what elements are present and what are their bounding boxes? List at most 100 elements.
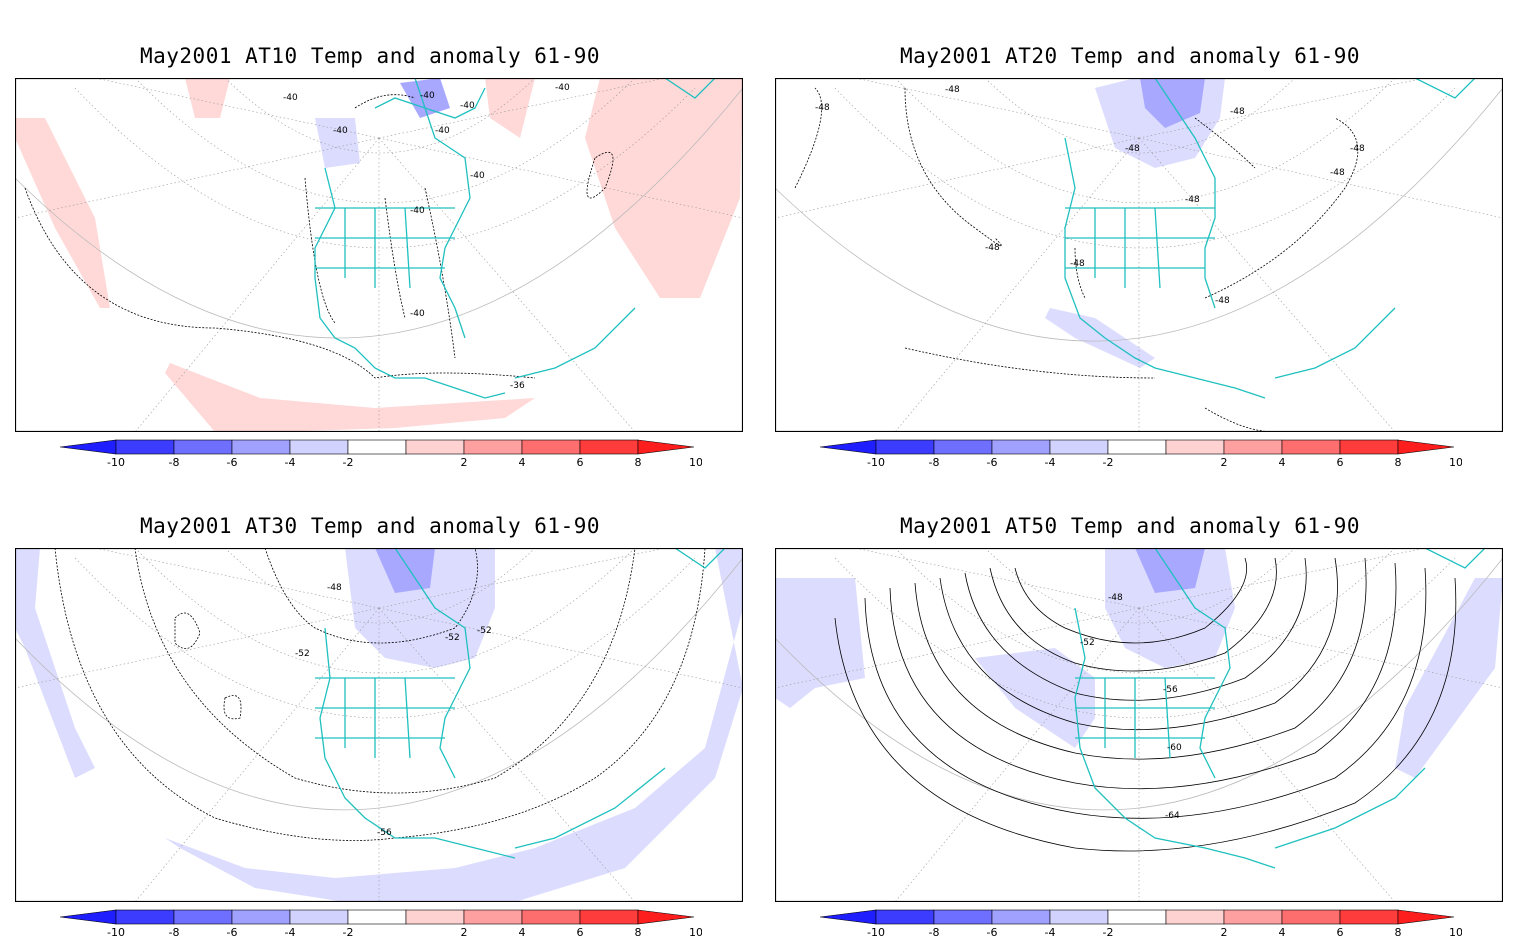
colorbar-segment [820,439,877,455]
panel-title: May2001 AT50 Temp and anomaly 61-90 [899,514,1360,538]
colorbar-tick-label: 2 [1221,456,1228,469]
panel-at30: May2001 AT30 Temp and anomaly 61-90 [0,470,743,940]
contour-label: -60 [1167,743,1182,753]
colorbar-segment [1339,439,1399,455]
colorbar-tick-label: -8 [169,456,180,469]
contour-label: -64 [1165,811,1180,821]
colorbar-segment [1107,909,1167,925]
contour-label: -48 [1350,144,1365,154]
anomaly-map: -48 -52 -56 -60 -64 [775,548,1503,902]
colorbar-segment [521,439,581,455]
contour-label: -48 [327,583,342,593]
cool-anomaly-region [15,548,95,778]
contour-label: -48 [1230,107,1245,117]
contour-label: -52 [295,649,310,659]
colorbar-segment [1049,909,1109,925]
colorbar: -10 -8 -6 -4 -2 2 4 6 8 10 [820,909,1462,939]
cool-anomaly-region [1105,548,1235,668]
contour-label: -56 [377,828,392,838]
cool-anomaly-region [775,578,865,708]
contour-label: -36 [510,381,525,391]
cool-anomaly-region [975,648,1095,748]
colorbar-tick-label: 8 [635,926,642,939]
colorbar-tick-label: 6 [1337,456,1344,469]
colorbar-tick-label: -6 [987,926,998,939]
colorbar-tick-label: 4 [519,456,526,469]
colorbar-segment [1281,439,1341,455]
colorbar-segment [1165,909,1225,925]
panel-at20: May2001 AT20 Temp and anomaly 61-90 [760,0,1503,470]
colorbar-segment [463,909,523,925]
panel-at10: May2001 AT10 Temp and anomaly 61-90 [0,0,743,470]
cool-anomaly-region [345,548,495,668]
colorbar-tick-label: -6 [227,926,238,939]
colorbar-segment [875,909,935,925]
colorbar-segment [1281,909,1341,925]
contour-label: -48 [985,243,1000,253]
colorbar-segment [991,909,1051,925]
colorbar-tick-label: 2 [461,926,468,939]
colorbar-segment [405,909,465,925]
cool-anomaly-region [165,548,743,902]
contour-label: -48 [945,85,960,95]
colorbar-segment [173,909,233,925]
anomaly-map: -48 -48 -48 -48 -48 -48 -48 -48 -48 -48 [775,78,1503,432]
colorbar-segment [637,439,695,455]
colorbar-segment [463,439,523,455]
colorbar-tick-label: -2 [343,926,354,939]
warm-anomaly-region [585,78,743,298]
colorbar-tick-label: 4 [519,926,526,939]
warm-anomaly-region [15,118,110,308]
colorbar-tick-label: -10 [867,926,885,939]
colorbar-segment [1049,439,1109,455]
colorbar-tick-label: 2 [461,456,468,469]
cool-anomaly-region [1140,78,1205,128]
colorbar-segment [1223,439,1283,455]
contour-labels: -48 -52 -56 -60 -64 [1080,593,1182,821]
colorbar-segment [115,439,175,455]
cool-anomaly-region [400,78,450,118]
colorbar-tick-label: -10 [107,926,125,939]
panel-title: May2001 AT20 Temp and anomaly 61-90 [899,44,1360,68]
colorbar-tick-label: -6 [987,456,998,469]
contour-label: -40 [283,93,298,103]
contour-label: -56 [1163,685,1178,695]
colorbar-segment [60,439,117,455]
colorbar-tick-label: 10 [1449,926,1462,939]
colorbar-segment [637,909,695,925]
colorbar-segment [289,909,349,925]
colorbar-tick-label: -10 [867,456,885,469]
colorbar-segment [1397,909,1455,925]
colorbar-tick-label: -8 [169,926,180,939]
colorbar-segment [875,439,935,455]
colorbar-segment [347,909,407,925]
contour-label: -40 [333,126,348,136]
contour-label: -40 [470,171,485,181]
contour-label: -48 [815,103,830,113]
cool-anomaly-region [375,548,435,593]
contour-label: -40 [460,101,475,111]
colorbar-tick-label: -2 [1103,456,1114,469]
panel-at50: May2001 AT50 Temp and anomaly 61-90 [760,470,1503,940]
colorbar-tick-label: 10 [689,926,702,939]
colorbar-tick-label: -6 [227,456,238,469]
contour-label: -48 [1108,593,1123,603]
colorbar-segment [933,909,993,925]
warm-anomaly-region [185,78,230,118]
contour-label: -52 [445,633,460,643]
anomaly-map: -40 -40 -40 -40 -40 -40 -40 -40 -40 -36 [15,78,743,432]
colorbar-segment [405,439,465,455]
panel-title: May2001 AT10 Temp and anomaly 61-90 [139,44,600,68]
colorbar-segment [173,439,233,455]
colorbar: -10 -8 -6 -4 -2 2 4 6 8 10 [820,439,1462,469]
colorbar-tick-label: 6 [577,926,584,939]
colorbar-tick-label: 8 [1395,926,1402,939]
cool-anomaly-region [315,118,360,168]
colorbar-segment [1107,439,1167,455]
colorbar-segment [521,909,581,925]
contour-label: -40 [410,309,425,319]
colorbar: -10 -8 -6 -4 -2 2 4 6 8 10 [60,439,702,469]
cool-anomaly-region [1395,578,1503,778]
colorbar-segment [1339,909,1399,925]
contour-label: -52 [477,626,492,636]
